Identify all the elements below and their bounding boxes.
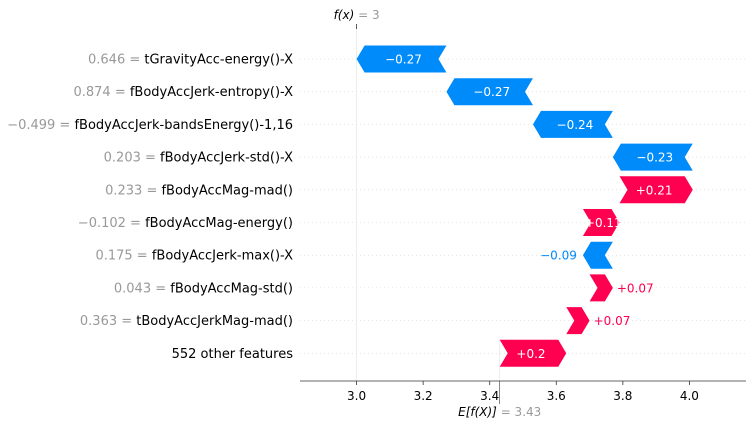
feature-name: fBodyAccMag-mad()	[161, 183, 293, 198]
x-tick-label: 3.8	[613, 389, 632, 403]
feature-value: 0.233 =	[105, 183, 161, 198]
feature-value: 0.175 =	[95, 249, 151, 264]
bar-value-label: +0.07	[617, 281, 654, 295]
feature-name: tBodyAccJerkMag-mad()	[136, 314, 293, 329]
bar-7	[582, 241, 613, 269]
bar-6	[582, 209, 620, 236]
feature-label: 0.363 = tBodyAccJerkMag-mad()	[80, 314, 293, 329]
feature-label: 0.203 = fBodyAccJerk-std()-X	[104, 151, 293, 166]
bar-9	[566, 307, 590, 335]
bar-3	[532, 110, 613, 138]
bar-value-label: +0.2	[516, 347, 545, 361]
bar-4	[612, 143, 693, 171]
fx-label: f(x) = 3	[334, 8, 380, 22]
reference-lines	[356, 29, 501, 381]
feature-name: 552 other features	[172, 347, 294, 362]
bar-value-label: −0.24	[557, 118, 594, 132]
feature-label: 0.646 = tGravityAcc-energy()-X	[88, 53, 293, 68]
bar-value-label: −0.27	[473, 85, 510, 99]
bars: −0.27 −0.27 −0.24 −0.23 +0.21 +0.11 −0.09 +0.07…	[356, 45, 693, 367]
axis-titles: f(x) = 3 E[f(X)] = 3.43	[334, 8, 542, 419]
feature-label: 0.874 = fBodyAccJerk-entropy()-X	[73, 85, 293, 100]
feature-value: 0.646 =	[88, 53, 144, 68]
base-label: E[f(X)] = 3.43	[458, 405, 541, 419]
feature-value: 0.874 =	[73, 85, 129, 100]
x-tick-label: 3.0	[347, 389, 366, 403]
x-tick-label: 3.6	[547, 389, 566, 403]
feature-label: −0.102 = fBodyAccMag-energy()	[78, 216, 293, 231]
feature-value: −0.102 =	[78, 216, 145, 231]
bar-value-label: +0.07	[594, 314, 631, 328]
feature-value: 0.043 =	[114, 281, 170, 296]
x-tick-label: 4.0	[680, 389, 699, 403]
feature-label: 552 other features	[172, 347, 294, 362]
feature-name: fBodyAccJerk-std()-X	[160, 151, 293, 166]
feature-name: fBodyAccMag-std()	[170, 281, 293, 296]
feature-value: −0.499 =	[7, 118, 74, 133]
bar-value-label: −0.23	[636, 151, 673, 165]
feature-labels: 0.646 = tGravityAcc-energy()-X 0.874 = fB…	[7, 53, 293, 362]
feature-label: 0.043 = fBodyAccMag-std()	[114, 281, 293, 296]
bar-value-label: −0.09	[540, 249, 577, 263]
bar-8	[589, 274, 613, 302]
x-axis: 3.0 3.2 3.4 3.6 3.8 4.0	[300, 380, 746, 403]
bar-value-label: +0.21	[636, 183, 673, 197]
feature-name: fBodyAccJerk-bandsEnergy()-1,16	[74, 118, 293, 133]
feature-value: 0.363 =	[80, 314, 136, 329]
feature-label: −0.499 = fBodyAccJerk-bandsEnergy()-1,16	[7, 118, 293, 133]
bar-1	[356, 45, 447, 73]
feature-label: 0.233 = fBodyAccMag-mad()	[105, 183, 293, 198]
bar-2	[446, 78, 533, 106]
feature-value: 0.203 =	[104, 151, 160, 166]
feature-name: tGravityAcc-energy()-X	[144, 53, 293, 68]
feature-name: fBodyAccMag-energy()	[145, 216, 293, 231]
x-tick-label: 3.2	[414, 389, 433, 403]
feature-name: fBodyAccJerk-max()-X	[152, 249, 293, 264]
feature-name: fBodyAccJerk-entropy()-X	[130, 85, 293, 100]
bar-10	[499, 339, 567, 367]
bar-value-label: −0.27	[385, 53, 422, 67]
bar-5	[619, 176, 693, 204]
bar-value-label: +0.11	[585, 216, 622, 230]
x-tick-label: 3.4	[480, 389, 499, 403]
feature-label: 0.175 = fBodyAccJerk-max()-X	[95, 249, 293, 264]
